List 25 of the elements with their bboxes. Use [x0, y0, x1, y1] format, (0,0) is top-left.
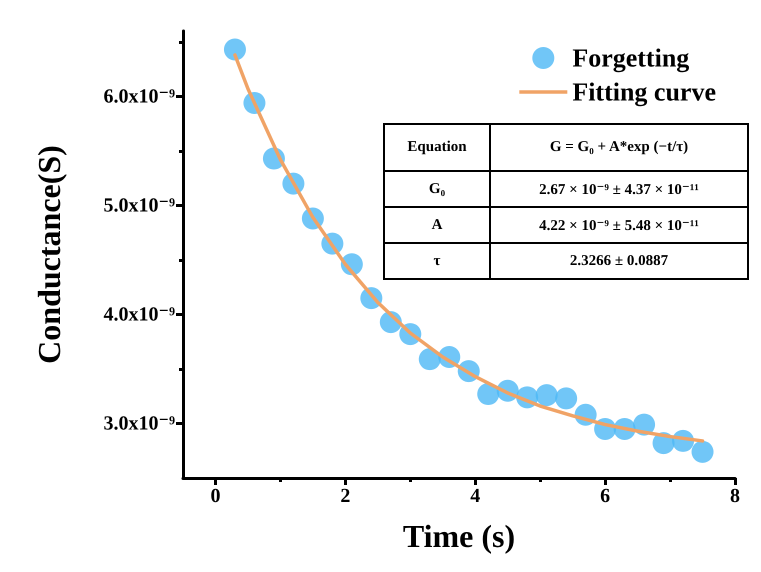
x-tick-label: 4 — [470, 485, 480, 507]
annotation: 2.67 × 10⁻⁹ ± 4.37 × 10⁻¹¹ — [490, 171, 748, 207]
point — [555, 387, 578, 410]
y-tick-label: 6.0x10⁻⁹ — [103, 85, 175, 108]
y-tick-label: 3.0x10⁻⁹ — [103, 412, 175, 434]
legend-label: Fitting curve — [572, 78, 716, 106]
x-axis-title: Time (s) — [402, 518, 516, 554]
annotation: 2.3266 ± 0.0887 — [490, 243, 748, 279]
point — [692, 440, 714, 463]
annotation: G = G₀ + A*exp (−t/τ) — [490, 124, 748, 171]
point — [536, 384, 558, 406]
annotation: τ — [384, 243, 490, 279]
x-tick-label: 6 — [600, 485, 610, 507]
x-tick-label: 2 — [340, 485, 350, 507]
y-tick-label: 5.0x10⁻⁹ — [103, 194, 175, 216]
x-tick-label: 0 — [210, 485, 220, 507]
annotation: G₀ — [384, 171, 490, 207]
point — [224, 38, 246, 61]
y-axis-title: Conductance(S) — [31, 145, 67, 364]
annotation: A — [384, 207, 490, 243]
y-tick-label: 4.0x10⁻⁹ — [103, 303, 175, 326]
annotation: Equation — [384, 124, 490, 171]
legend-label: Forgetting — [572, 44, 690, 72]
x-tick-label: 8 — [730, 485, 740, 507]
annotation: 4.22 × 10⁻⁹ ± 5.48 × 10⁻¹¹ — [490, 207, 748, 243]
